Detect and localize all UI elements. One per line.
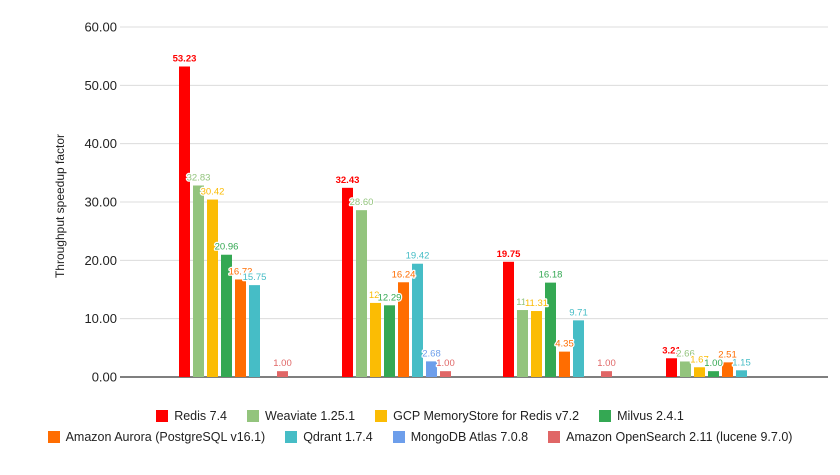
y-axis-ticks: 0.00 10.00 20.00 30.00 40.00 50.00 60.00 [84,20,117,385]
bar [559,351,570,377]
legend-swatch [375,410,388,422]
y-tick-label: 30.00 [84,195,117,210]
data-label: 4.35 [555,339,574,350]
data-label: 1.00 [436,358,455,369]
bar [531,311,542,377]
data-label: 16.24 [392,269,416,280]
data-label: 1.15 [732,357,751,368]
legend-item: MongoDB Atlas 7.0.8 [392,430,529,444]
data-label: 15.75 [243,272,267,283]
bars [179,66,747,377]
data-label: 12. [369,290,382,301]
y-axis-label: Throughput speedup factor [53,134,67,278]
legend-item: Amazon Aurora (PostgreSQL v16.1) [47,430,266,444]
legend-item: Weaviate 1.25.1 [247,409,355,423]
bar [426,361,437,377]
bar [249,285,260,377]
bar [601,371,612,377]
bar [398,282,409,377]
data-label: 16.18 [539,270,563,281]
bar [207,199,218,377]
bar [680,361,691,377]
data-label: 1.00 [597,358,616,369]
bar [193,185,204,377]
legend-label: Milvus 2.4.1 [617,409,684,423]
legend-item: Amazon OpenSearch 2.11 (lucene 9.7.0) [548,430,792,444]
bar [370,302,381,377]
data-label: 32.43 [336,175,360,186]
data-label: 2.66 [676,348,695,359]
legend-row-2: Amazon Aurora (PostgreSQL v16.1) Qdrant 1… [0,430,840,444]
bar [235,279,246,377]
data-label: 2.51 [718,349,737,360]
data-label: 1.00 [704,358,723,369]
data-label: 1.00 [273,358,292,369]
y-tick-label: 20.00 [84,253,117,268]
bar [221,254,232,377]
y-tick-label: 0.00 [92,370,117,385]
legend-item: Redis 7.4 [156,409,227,423]
bar [666,358,677,377]
bar [517,310,528,377]
legend-swatch [156,410,169,422]
data-label: 11.31 [525,298,548,309]
bar [412,263,423,377]
data-label: 30.42 [201,187,225,198]
legend-swatch [285,431,298,443]
bar [545,282,556,377]
y-tick-label: 60.00 [84,20,117,35]
legend-label: MongoDB Atlas 7.0.8 [410,430,529,444]
data-label: 20.96 [215,242,239,253]
data-label: 1.67 [690,354,709,365]
data-label: 16.72 [229,266,253,277]
bar [440,371,451,377]
legend-label: Weaviate 1.25.1 [265,409,356,423]
data-label: 53.23 [173,53,197,64]
legend-swatch [599,410,612,422]
bar [573,320,584,377]
data-label: 2.68 [422,348,441,359]
legend-swatch [392,431,405,443]
bar [708,371,719,377]
data-label: 9.71 [569,307,588,318]
bar [722,362,733,377]
legend-item: GCP MemoryStore for Redis v7.2 [375,409,579,423]
bar [384,305,395,377]
data-label: 12.29 [378,292,402,303]
y-tick-label: 50.00 [84,78,117,93]
bar [736,370,747,377]
legend-swatch [247,410,260,422]
data-label: 11. [516,297,529,308]
legend-label: GCP MemoryStore for Redis v7.2 [393,409,580,423]
data-label: 32.83 [187,172,211,183]
bar [356,210,367,377]
legend-swatch [548,431,561,443]
bar [503,261,514,377]
y-tick-label: 40.00 [84,136,117,151]
legend-label: Qdrant 1.7.4 [303,430,373,444]
data-label: 19.42 [406,251,430,262]
bar [342,187,353,377]
legend-label: Amazon OpenSearch 2.11 (lucene 9.7.0) [566,430,793,444]
legend-item: Milvus 2.4.1 [599,409,684,423]
legend-label: Amazon Aurora (PostgreSQL v16.1) [65,430,266,444]
bar [179,66,190,377]
legend-label: Redis 7.4 [174,409,228,423]
data-label: 3.21 [662,345,681,356]
bar [694,367,705,377]
data-label: 19.75 [497,249,521,260]
bar-chart: 53.23 32.43 19.75 3.21 32.83 28.60 11. 2.66 30.4… [53,20,828,385]
bar [277,371,288,377]
legend-item: Qdrant 1.7.4 [285,430,373,444]
data-labels: 53.23 32.43 19.75 3.21 32.83 28.60 11. 2.66 30.4… [171,52,752,370]
data-label: 28.60 [350,197,374,208]
legend-swatch [47,431,60,443]
y-tick-label: 10.00 [84,311,117,326]
legend-row-1: Redis 7.4 Weaviate 1.25.1 GCP MemoryStore … [0,409,840,423]
